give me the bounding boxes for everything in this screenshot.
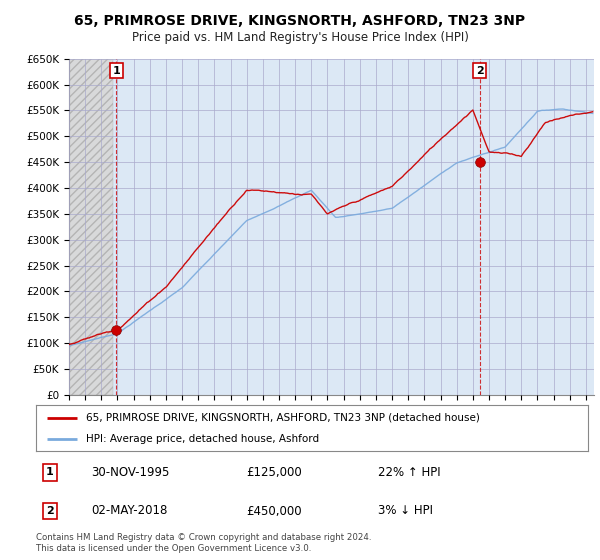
Text: 30-NOV-1995: 30-NOV-1995: [91, 466, 170, 479]
Text: 2: 2: [46, 506, 53, 516]
Text: 65, PRIMROSE DRIVE, KINGSNORTH, ASHFORD, TN23 3NP (detached house): 65, PRIMROSE DRIVE, KINGSNORTH, ASHFORD,…: [86, 413, 479, 423]
Text: £125,000: £125,000: [246, 466, 302, 479]
Text: 1: 1: [46, 468, 53, 478]
Text: 02-MAY-2018: 02-MAY-2018: [91, 505, 167, 517]
Text: Price paid vs. HM Land Registry's House Price Index (HPI): Price paid vs. HM Land Registry's House …: [131, 31, 469, 44]
Text: HPI: Average price, detached house, Ashford: HPI: Average price, detached house, Ashf…: [86, 435, 319, 444]
Text: 1: 1: [112, 66, 120, 76]
Text: Contains HM Land Registry data © Crown copyright and database right 2024.
This d: Contains HM Land Registry data © Crown c…: [36, 533, 371, 553]
Text: 22% ↑ HPI: 22% ↑ HPI: [378, 466, 441, 479]
Text: 2: 2: [476, 66, 484, 76]
Text: £450,000: £450,000: [246, 505, 301, 517]
Text: 3% ↓ HPI: 3% ↓ HPI: [378, 505, 433, 517]
Text: 65, PRIMROSE DRIVE, KINGSNORTH, ASHFORD, TN23 3NP: 65, PRIMROSE DRIVE, KINGSNORTH, ASHFORD,…: [74, 14, 526, 28]
